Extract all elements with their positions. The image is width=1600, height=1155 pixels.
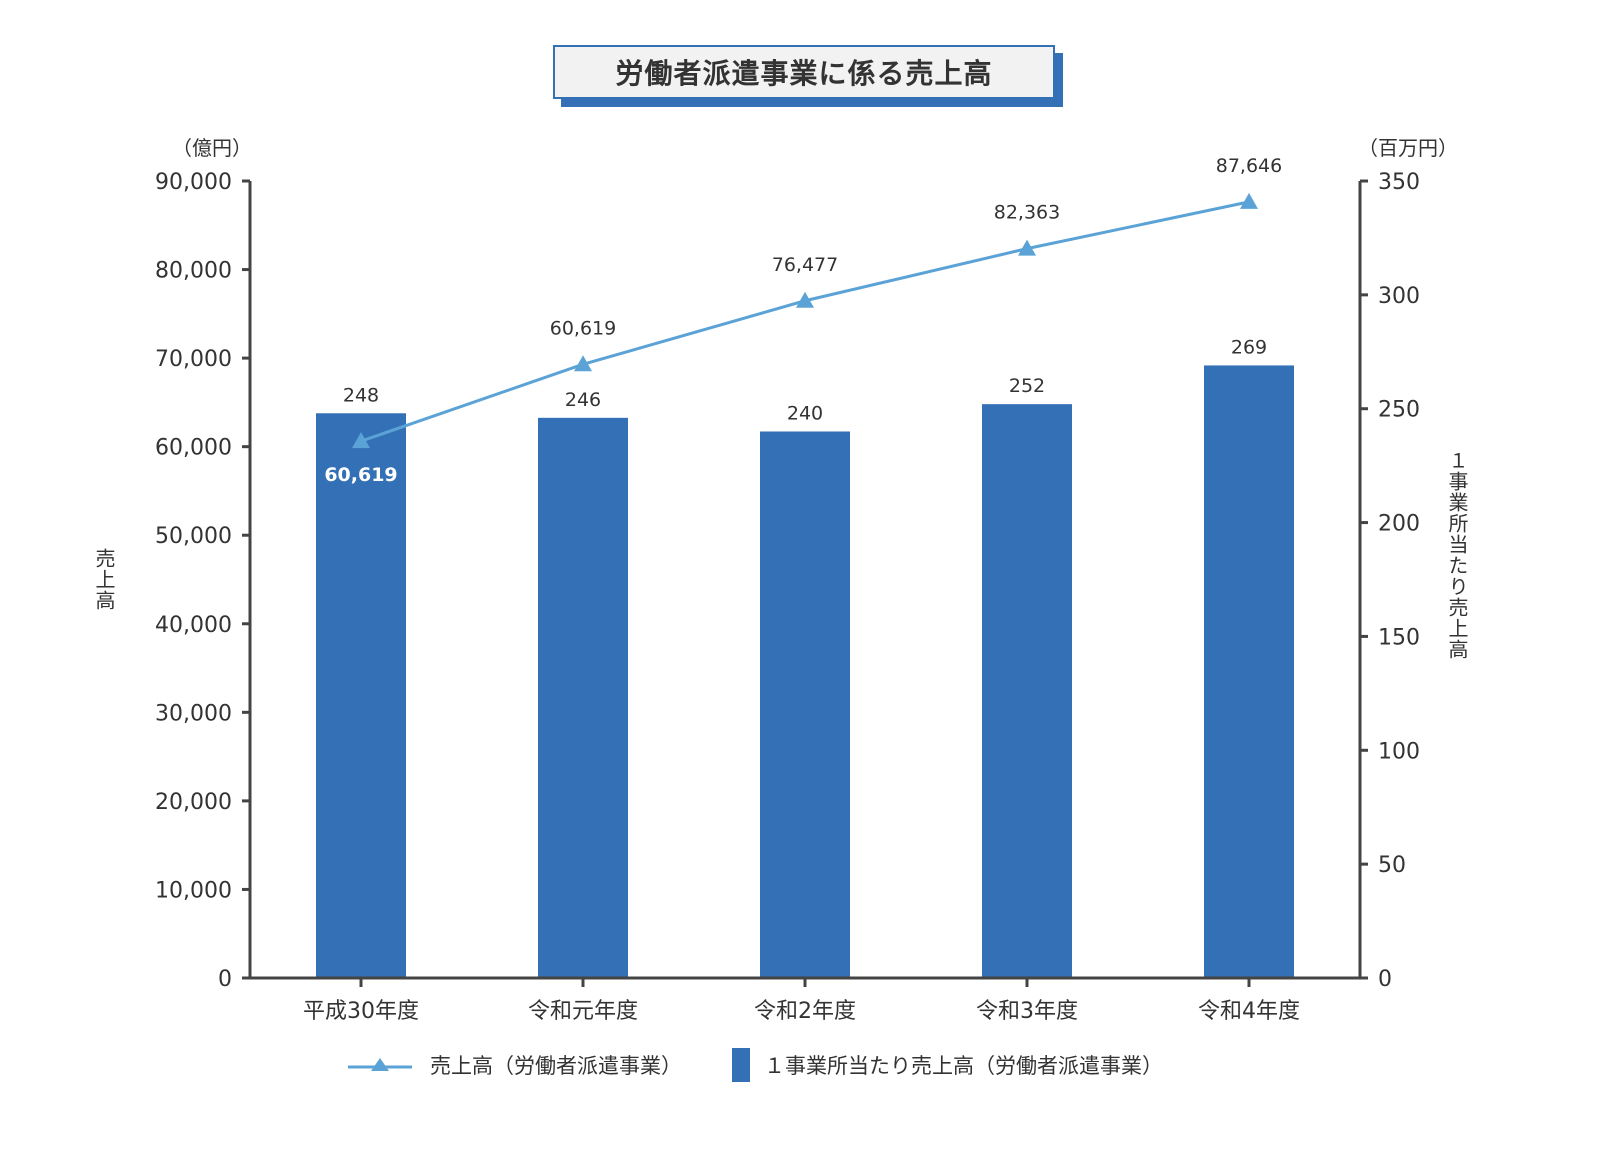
- x-axis-tick-label: 令和4年度: [1198, 999, 1300, 1024]
- left-axis-tick-label: 20,000: [155, 790, 232, 815]
- left-axis-unit: （億円）: [172, 136, 252, 160]
- left-axis-tick-label: 0: [218, 967, 232, 992]
- bar-data-label: 269: [1231, 336, 1267, 358]
- legend-bar-swatch-icon: [732, 1048, 750, 1082]
- left-axis-tick-label: 40,000: [155, 613, 232, 638]
- right-axis-tick-label: 0: [1378, 967, 1392, 992]
- legend-bar-label: １事業所当たり売上高（労働者派遣事業）: [764, 1054, 1163, 1078]
- left-axis-tick-label: 60,000: [155, 436, 232, 461]
- legend-line-label: 売上高（労働者派遣事業）: [430, 1054, 682, 1078]
- line-point-triangle: [796, 291, 814, 308]
- left-axis-tick-label: 50,000: [155, 524, 232, 549]
- x-axis-tick-label: 令和3年度: [976, 999, 1078, 1024]
- bar-data-label: 248: [343, 384, 379, 406]
- bar: [982, 404, 1072, 978]
- left-axis-label: 売上高: [92, 548, 116, 611]
- left-axis-tick-label: 10,000: [155, 878, 232, 903]
- legend-item-line: 売上高（労働者派遣事業）: [348, 1050, 682, 1080]
- chart-title: 労働者派遣事業に係る売上高: [553, 45, 1055, 99]
- line-point-triangle: [1018, 239, 1036, 256]
- right-axis-tick-label: 250: [1378, 398, 1420, 423]
- right-axis-tick-label: 100: [1378, 739, 1420, 764]
- right-axis-label: １事業所当たり売上高: [1445, 450, 1469, 660]
- right-axis-unit: （百万円）: [1358, 136, 1458, 160]
- line-point-triangle: [1240, 192, 1258, 209]
- line-data-label: 87,646: [1216, 155, 1282, 177]
- bar: [760, 431, 850, 978]
- bar: [538, 417, 628, 978]
- line-data-label: 60,619: [324, 464, 397, 486]
- x-axis-tick-label: 令和2年度: [754, 999, 856, 1024]
- bar: [1204, 365, 1294, 978]
- right-axis-tick-label: 350: [1378, 170, 1420, 195]
- line-data-label: 82,363: [994, 202, 1060, 224]
- line-data-label: 60,619: [550, 317, 616, 339]
- right-axis-tick-label: 300: [1378, 284, 1420, 309]
- line-point-triangle: [352, 432, 370, 449]
- left-axis-tick-label: 90,000: [155, 170, 232, 195]
- left-axis-tick-label: 30,000: [155, 701, 232, 726]
- left-axis-tick-label: 70,000: [155, 347, 232, 372]
- right-axis-tick-label: 200: [1378, 512, 1420, 537]
- legend-item-bar: １事業所当たり売上高（労働者派遣事業）: [732, 1048, 1163, 1082]
- right-axis-tick-label: 50: [1378, 853, 1406, 878]
- line-data-label: 76,477: [772, 254, 838, 276]
- legend-line-marker-icon: [348, 1058, 412, 1071]
- legend: 売上高（労働者派遣事業） １事業所当たり売上高（労働者派遣事業）: [348, 1048, 1213, 1082]
- right-axis-tick-label: 150: [1378, 625, 1420, 650]
- bar-data-label: 246: [565, 389, 601, 411]
- left-axis-tick-label: 80,000: [155, 259, 232, 284]
- x-axis-tick-label: 令和元年度: [528, 999, 638, 1024]
- bar: [316, 413, 406, 979]
- line-point-triangle: [574, 355, 592, 372]
- bar-data-label: 240: [787, 402, 823, 424]
- bar-data-label: 252: [1009, 375, 1045, 397]
- x-axis-tick-label: 平成30年度: [303, 999, 419, 1024]
